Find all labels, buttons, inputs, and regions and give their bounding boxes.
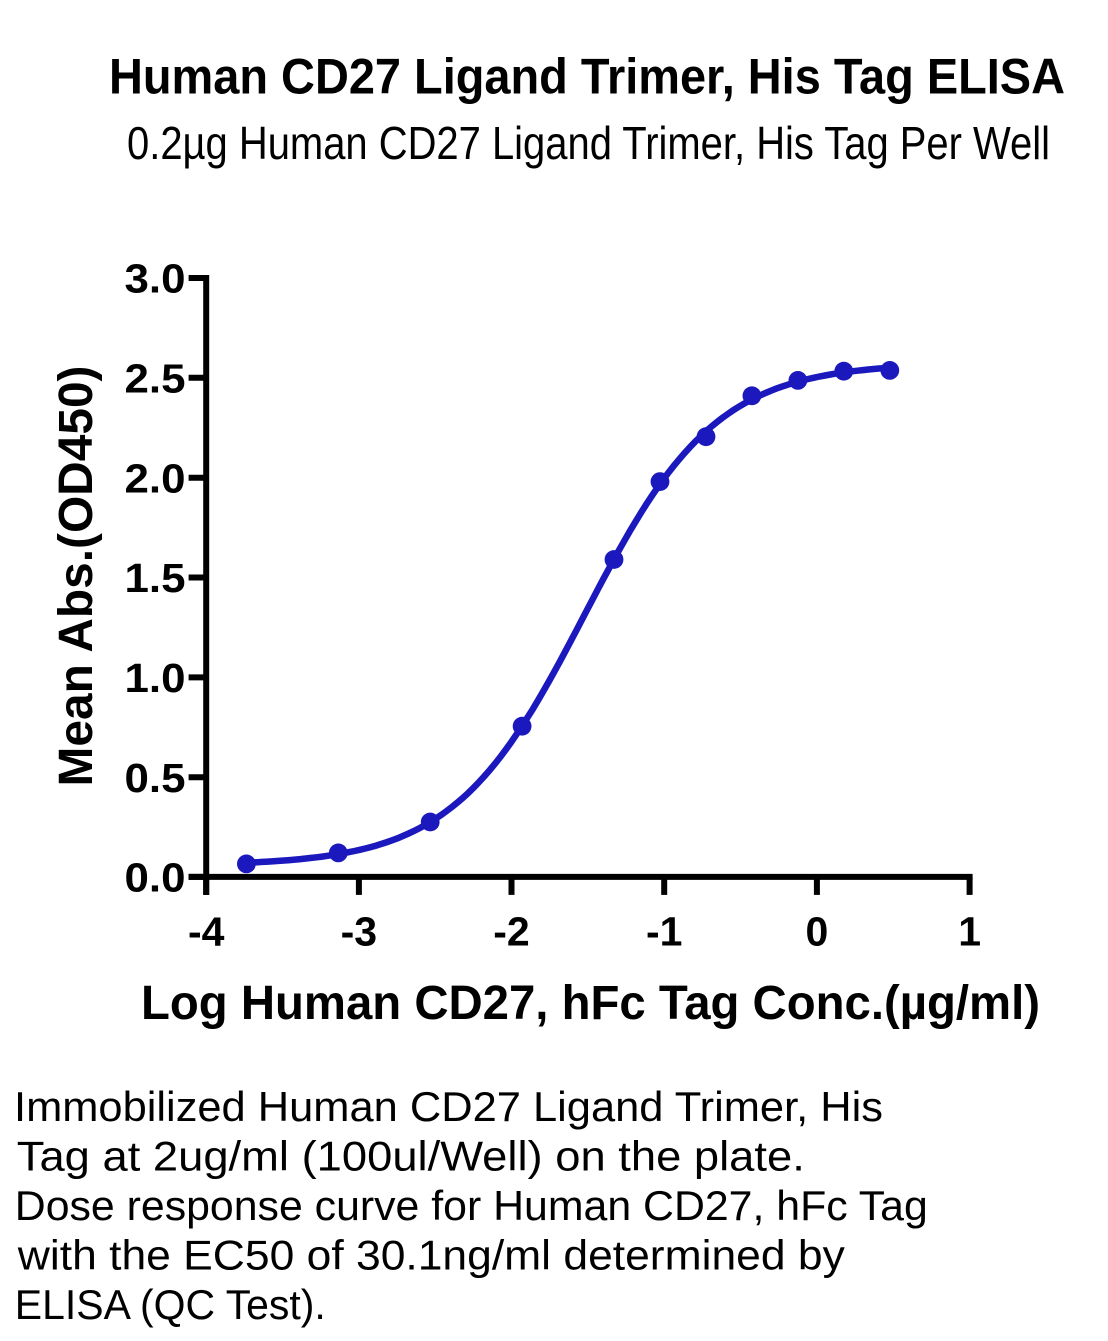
svg-text:Mean Abs.(OD450): Mean Abs.(OD450) — [50, 366, 103, 787]
svg-text:Dose response curve for Human: Dose response curve for Human CD27, hFc … — [15, 1182, 928, 1229]
svg-text:-3: -3 — [341, 909, 377, 955]
svg-text:Human CD27 Ligand Trimer, His: Human CD27 Ligand Trimer, His Tag ELISA — [109, 49, 1065, 105]
svg-text:1.0: 1.0 — [125, 655, 186, 701]
svg-text:3.0: 3.0 — [125, 256, 186, 302]
svg-text:1.5: 1.5 — [125, 555, 186, 601]
svg-text:0.5: 0.5 — [125, 755, 186, 801]
svg-text:Log Human CD27, hFc Tag Conc.(: Log Human CD27, hFc Tag Conc.(µg/ml) — [141, 977, 1040, 1030]
svg-text:2.0: 2.0 — [125, 455, 186, 501]
svg-text:Immobilized Human CD27 Ligand: Immobilized Human CD27 Ligand Trimer, Hi… — [14, 1083, 883, 1130]
svg-text:-2: -2 — [493, 909, 529, 955]
svg-text:-1: -1 — [646, 909, 682, 955]
svg-text:0.2µg Human CD27 Ligand Trimer: 0.2µg Human CD27 Ligand Trimer, His Tag … — [127, 117, 1050, 169]
svg-text:with the EC50 of 30.1ng/ml det: with the EC50 of 30.1ng/ml determined by — [17, 1232, 845, 1279]
svg-text:0: 0 — [805, 909, 828, 955]
svg-text:0.0: 0.0 — [125, 855, 186, 901]
svg-text:-4: -4 — [188, 909, 225, 955]
svg-text:2.5: 2.5 — [125, 356, 186, 402]
svg-text:ELISA (QC Test).: ELISA (QC Test). — [15, 1281, 326, 1328]
svg-text:Tag at 2ug/ml (100ul/Well) on: Tag at 2ug/ml (100ul/Well) on the plate. — [17, 1133, 805, 1180]
svg-text:1: 1 — [958, 909, 981, 955]
